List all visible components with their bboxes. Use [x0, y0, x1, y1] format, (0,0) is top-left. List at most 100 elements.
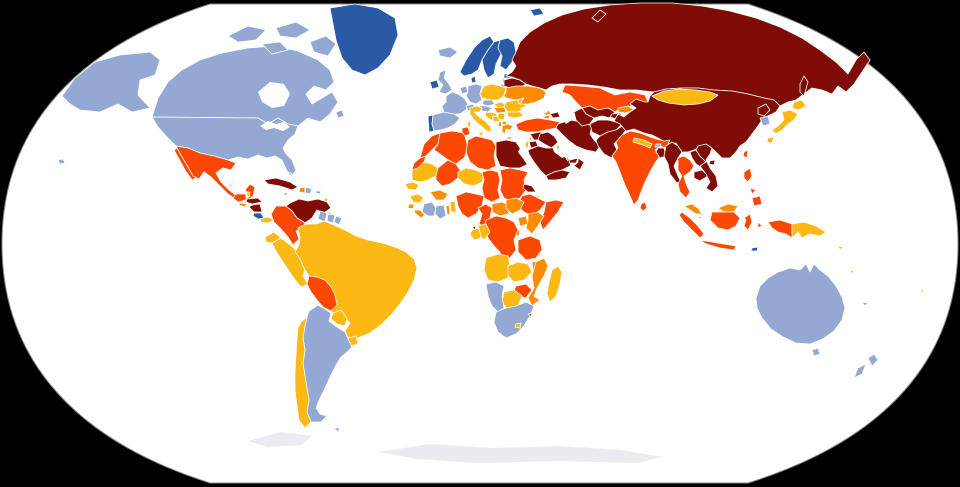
- country-sudan: [499, 167, 529, 203]
- country-myanmar: [663, 141, 683, 185]
- country-new-zealand-north: [867, 353, 879, 367]
- country-india: [611, 130, 671, 206]
- country-indonesia-maluku: [757, 221, 763, 229]
- country-sardinia: [466, 120, 472, 128]
- country-indonesia-kalimantan: [709, 211, 741, 231]
- country-cuba: [263, 177, 299, 191]
- country-liberia: [413, 209, 426, 219]
- country-iraq: [537, 131, 559, 149]
- country-malaysia: [683, 203, 703, 215]
- country-indonesia-sulawesi: [743, 213, 753, 231]
- country-iceland: [437, 46, 459, 59]
- country-papua-new-guinea: [791, 221, 827, 239]
- country-qatar: [565, 156, 570, 162]
- country-madagascar: [546, 265, 563, 303]
- country-nepal: [632, 137, 653, 149]
- country-israel: [524, 140, 530, 149]
- country-italy: [469, 105, 493, 133]
- country-philippines-mindanao: [751, 195, 763, 207]
- country-singapore: [697, 216, 702, 220]
- country-mali: [435, 159, 461, 187]
- country-guinea: [409, 193, 425, 204]
- caspian-sea: [560, 98, 574, 124]
- country-sakhalin: [799, 75, 809, 97]
- country-timor-leste: [750, 246, 759, 252]
- country-ukraine: [503, 85, 547, 105]
- country-kyrgyzstan: [617, 105, 635, 114]
- country-mexico: [175, 145, 256, 202]
- country-japan-honshu: [771, 109, 799, 135]
- country-south-korea: [759, 115, 771, 127]
- country-greece: [501, 123, 514, 135]
- country-denmark: [470, 75, 477, 84]
- country-jamaica: [282, 192, 289, 197]
- country-canada-arctic: [227, 25, 267, 43]
- country-fiji: [919, 289, 925, 294]
- country-belize: [246, 191, 251, 198]
- country-honduras: [245, 197, 263, 205]
- country-new-caledonia: [861, 301, 869, 307]
- country-french-guiana: [333, 215, 343, 226]
- country-mozambique: [527, 257, 549, 307]
- country-bahamas: [287, 171, 293, 177]
- country-benelux: [459, 85, 469, 95]
- country-suriname: [326, 213, 336, 224]
- country-crete: [506, 136, 513, 140]
- country-bulgaria: [506, 111, 525, 119]
- country-kuwait: [555, 145, 561, 151]
- country-russia: [505, 2, 871, 107]
- country-svalbard: [529, 7, 545, 17]
- country-sicily: [477, 131, 485, 137]
- country-guatemala: [232, 193, 247, 203]
- country-uk: [437, 69, 453, 95]
- country-serbia: [497, 112, 506, 121]
- country-tasmania: [811, 347, 821, 357]
- country-chad: [481, 169, 501, 203]
- country-paraguay: [330, 309, 348, 327]
- country-equatorial-guinea: [471, 225, 477, 231]
- country-yemen: [545, 169, 571, 181]
- country-burkina-faso: [429, 189, 449, 201]
- country-senegal: [404, 181, 420, 191]
- country-oman: [573, 157, 585, 171]
- country-vietnam: [695, 143, 719, 193]
- country-benin: [449, 200, 457, 213]
- country-tunisia: [461, 126, 471, 137]
- country-falklands: [333, 427, 341, 433]
- country-eritrea: [522, 183, 537, 193]
- country-lesotho: [514, 322, 522, 329]
- country-france: [441, 91, 469, 115]
- country-vanuatu: [849, 269, 855, 275]
- country-cote-divoire: [421, 201, 437, 217]
- red-sea: [518, 148, 544, 184]
- country-panama: [259, 216, 275, 224]
- country-pakistan: [595, 125, 627, 159]
- country-turkmenistan: [573, 107, 595, 127]
- country-peru: [271, 237, 309, 288]
- country-bolivia: [306, 275, 338, 312]
- country-togo: [445, 204, 451, 216]
- country-haiti: [298, 186, 306, 194]
- country-japan-hokkaido: [791, 99, 807, 111]
- country-east-malaysia: [717, 203, 739, 213]
- country-taiwan: [742, 149, 749, 159]
- country-puerto-rico: [315, 190, 322, 195]
- country-newfoundland: [335, 109, 345, 119]
- country-hainan: [708, 159, 716, 166]
- great-lakes: [260, 121, 290, 131]
- country-gabon: [469, 227, 482, 241]
- country-thailand: [677, 155, 695, 199]
- antarctica: [378, 444, 662, 463]
- country-bhutan: [654, 143, 662, 148]
- country-north-korea: [757, 103, 771, 117]
- country-azerbaijan: [549, 111, 561, 119]
- country-zambia: [507, 261, 533, 283]
- country-australia: [755, 263, 846, 345]
- country-czechia: [481, 99, 496, 107]
- black-sea: [520, 104, 548, 116]
- country-tanzania: [517, 235, 543, 261]
- country-canada-arctic: [261, 41, 289, 55]
- country-finland: [497, 37, 517, 71]
